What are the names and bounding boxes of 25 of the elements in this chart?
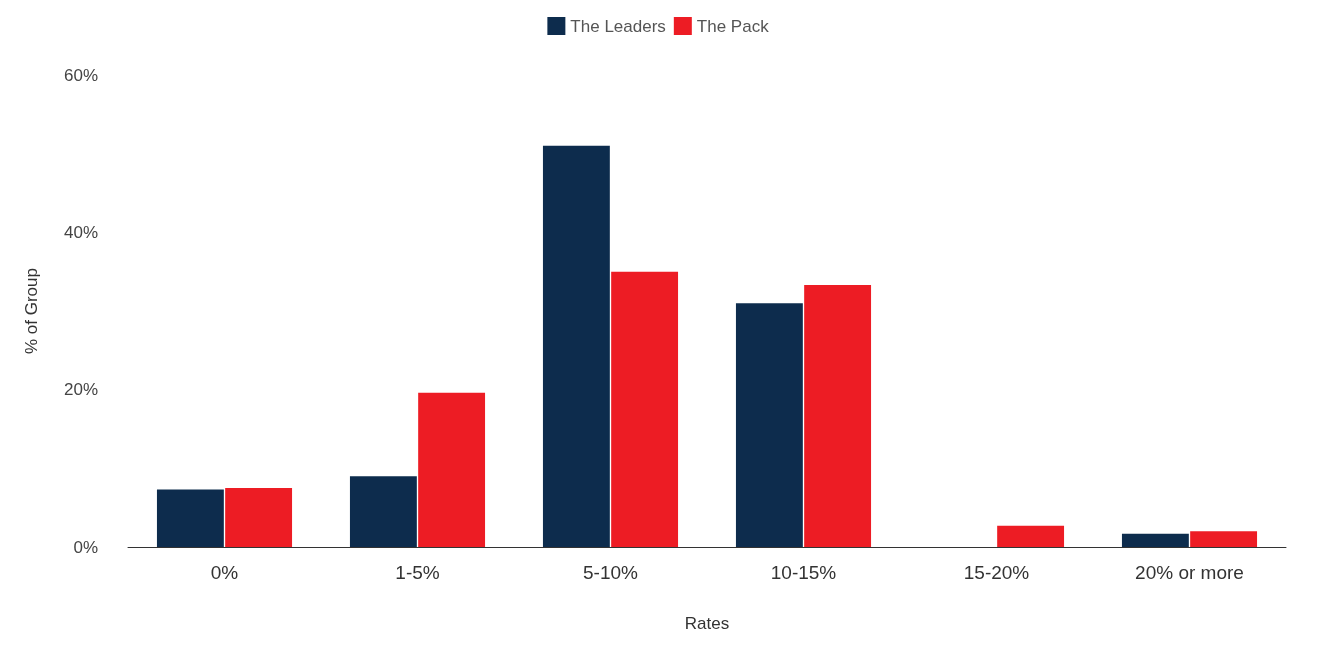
bar [156, 489, 224, 547]
y-tick-label: 60% [63, 65, 98, 85]
legend-label: The Pack [696, 16, 770, 36]
bar [542, 145, 610, 547]
x-tick-label: 10-15% [770, 562, 837, 583]
bar [997, 525, 1065, 547]
bar [1121, 533, 1189, 547]
x-axis-title: Rates [684, 614, 730, 633]
x-tick-label: 20% or more [1135, 562, 1244, 583]
legend-label: The Leaders [570, 16, 666, 36]
y-tick-label: 0% [73, 537, 98, 557]
y-tick-label: 40% [63, 222, 98, 242]
bar [1190, 531, 1258, 547]
bar [225, 488, 293, 547]
y-axis-title: % of Group [22, 268, 41, 354]
x-tick-label: 5-10% [583, 562, 639, 583]
x-tick-label: 15-20% [963, 562, 1030, 583]
bar [804, 285, 872, 547]
bar [611, 271, 679, 547]
bar [349, 476, 417, 547]
x-tick-label: 1-5% [395, 562, 440, 583]
y-tick-label: 20% [63, 380, 98, 400]
bar [735, 303, 803, 547]
bar [418, 392, 486, 547]
x-tick-label: 0% [210, 562, 239, 583]
